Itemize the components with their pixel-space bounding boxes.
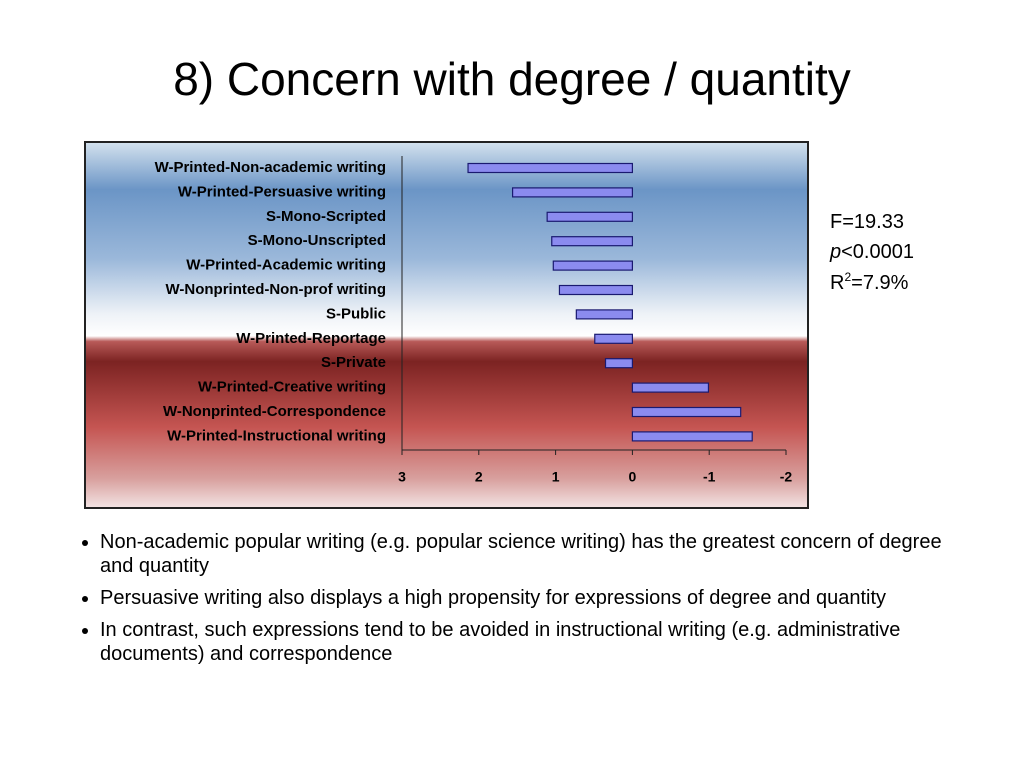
bullet-list: Non-academic popular writing (e.g. popul… [60, 530, 980, 674]
category-label: S-Public [326, 305, 386, 322]
bar [511, 187, 633, 198]
annotation-part: <0.0001 [841, 241, 914, 263]
annotation-part: p [829, 241, 841, 263]
x-tick-label: 1 [552, 469, 560, 485]
slide-title: 8) Concern with degree / quantity [173, 53, 851, 105]
x-tick-label: 0 [629, 469, 637, 485]
bullet: In contrast, such expressions tend to be… [100, 618, 980, 666]
annotation: F=19.33 [830, 211, 904, 233]
annotation-part: R [830, 272, 844, 294]
bar [467, 162, 634, 174]
bar [546, 211, 633, 222]
category-label: W-Printed-Persuasive writing [178, 183, 386, 200]
bar [575, 309, 633, 320]
category-label: W-Printed-Non-academic writing [155, 159, 386, 176]
annotation: R2=7.9% [830, 270, 909, 294]
bullet: Persuasive writing also displays a high … [100, 586, 980, 610]
x-tick-label: -1 [703, 469, 716, 485]
bar [594, 333, 634, 344]
x-tick-label: 2 [475, 469, 483, 485]
bar [631, 406, 742, 418]
annotation: p<0.0001 [829, 241, 914, 263]
category-label: S-Private [321, 354, 386, 371]
bullet: Non-academic popular writing (e.g. popul… [100, 530, 980, 578]
annotation-part: =7.9% [851, 272, 908, 294]
x-tick-label: -2 [780, 469, 793, 485]
category-label: W-Printed-Instructional writing [167, 427, 386, 444]
bar [604, 358, 634, 369]
x-tick-label: 3 [398, 469, 406, 485]
bar [631, 431, 753, 442]
category-label: W-Printed-Creative writing [198, 379, 386, 396]
category-label: W-Nonprinted-Non-prof writing [166, 281, 386, 298]
category-label: W-Printed-Academic writing [186, 257, 386, 274]
bar [552, 260, 634, 271]
chart: F=19.33 p<0.0001 R2=7.9% 3 2 1 0 -1 -2W-Print… [84, 141, 914, 509]
category-label: W-Printed-Reportage [236, 330, 386, 347]
bar [551, 236, 634, 247]
category-label: S-Mono-Unscripted [248, 232, 386, 249]
bar [631, 382, 710, 393]
chart-frame [84, 141, 809, 509]
category-label: S-Mono-Scripted [266, 208, 386, 225]
annotation-part: 2 [844, 270, 851, 284]
category-label: W-Nonprinted-Correspondence [163, 403, 386, 420]
bar [558, 284, 634, 296]
